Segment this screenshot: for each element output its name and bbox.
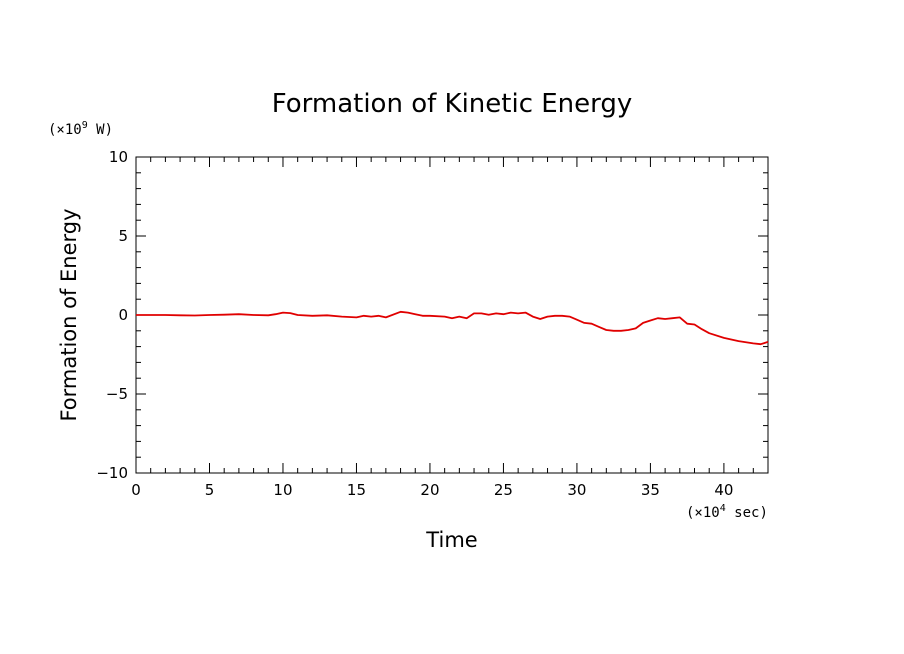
y-tick-label: −10 <box>96 464 128 482</box>
x-tick-label: 30 <box>567 481 586 499</box>
x-axis-unit: (×104 sec) <box>686 503 768 521</box>
y-axis-label: Formation of Energy <box>57 208 81 421</box>
x-tick-label: 0 <box>131 481 141 499</box>
y-tick-label: 10 <box>109 148 128 166</box>
x-tick-label: 25 <box>494 481 513 499</box>
y-axis-unit: (×109 W) <box>48 120 113 138</box>
x-tick-label: 20 <box>420 481 439 499</box>
x-tick-label: 5 <box>205 481 215 499</box>
x-tick-label: 15 <box>347 481 366 499</box>
x-tick-label: 35 <box>641 481 660 499</box>
series-line <box>136 310 769 346</box>
x-axis-label: Time <box>425 528 477 552</box>
y-tick-label: 0 <box>118 306 128 324</box>
chart-title: Formation of Kinetic Energy <box>272 89 633 119</box>
x-tick-label: 40 <box>714 481 733 499</box>
y-tick-label: −5 <box>106 385 128 403</box>
x-tick-label: 10 <box>273 481 292 499</box>
series-layer <box>136 310 769 346</box>
y-tick-label: 5 <box>118 227 128 245</box>
tick-labels: 0 5 10 15 20 25 30 35 40 −10 −5 0 5 10 <box>96 148 733 499</box>
axis-ticks <box>135 156 769 474</box>
